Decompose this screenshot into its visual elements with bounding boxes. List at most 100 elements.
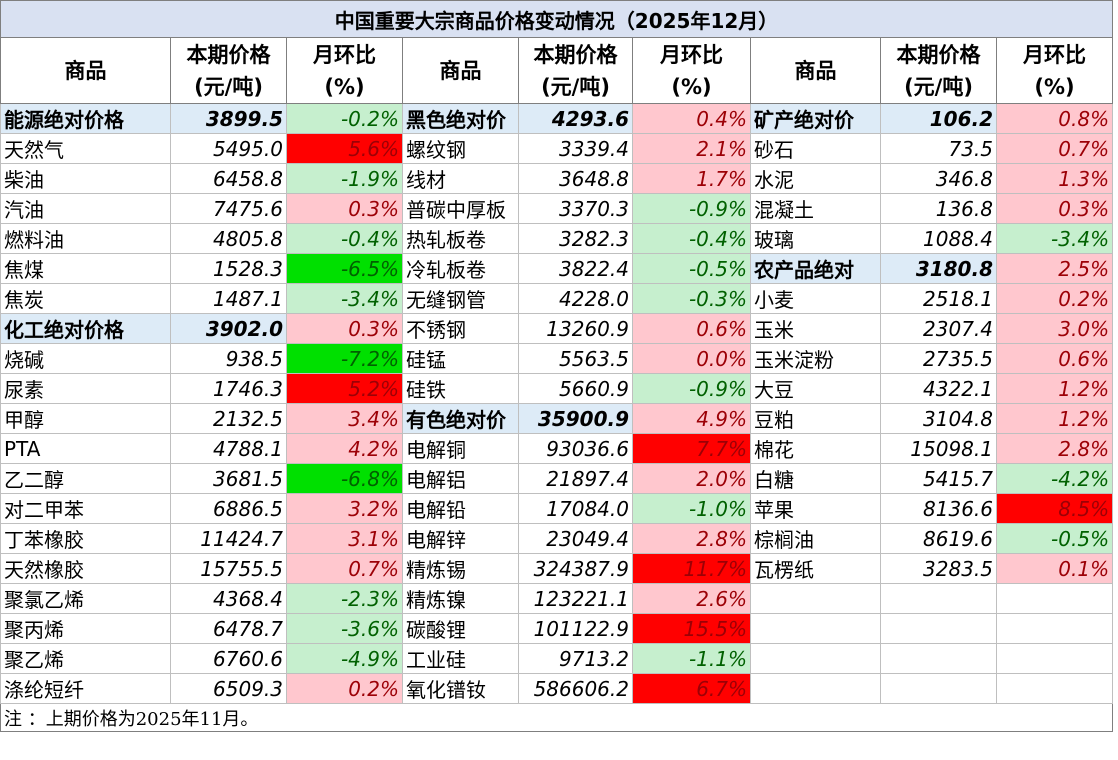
- commodity-name-cell: 天然气: [0, 133, 171, 164]
- price-cell: 1528.3: [170, 253, 287, 284]
- table-row: 对二甲苯 6886.5 3.2% 电解铅 17084.0 -1.0% 苹果 8136.6 8.5…: [0, 493, 1114, 524]
- table-row: 尿素 1746.3 5.2% 硅铁 5660.9 -0.9% 大豆 4322.1 1.2%: [0, 373, 1114, 404]
- commodity-name-cell: 苹果: [750, 493, 881, 524]
- header-change-cell: 月环比 (%): [632, 37, 751, 104]
- table-row: 烧碱 938.5 -7.2% 硅锰 5563.5 0.0% 玉米淀粉 2735.5 0.6%: [0, 343, 1114, 374]
- change-cell: -4.9%: [286, 643, 403, 674]
- table-row: 聚乙烯 6760.6 -4.9% 工业硅 9713.2 -1.1%: [0, 643, 1114, 674]
- change-cell: 0.2%: [995, 283, 1114, 314]
- change-cell: 0.8%: [995, 103, 1114, 134]
- commodity-name-cell: 热轧板卷: [402, 223, 519, 254]
- change-cell: 3.1%: [286, 523, 403, 554]
- price-cell: 2735.5: [880, 343, 997, 374]
- commodity-name-cell: 工业硅: [402, 643, 519, 674]
- table-row: 能源绝对价格 3899.5 -0.2% 黑色绝对价 4293.6 0.4% 矿产绝对价 106…: [0, 103, 1114, 134]
- change-cell: -0.9%: [632, 193, 751, 224]
- empty-cell: [995, 583, 1114, 614]
- header-change-cell: 月环比 (%): [995, 37, 1114, 104]
- price-cell: 3899.5: [170, 103, 287, 134]
- change-cell: -4.2%: [995, 463, 1114, 494]
- price-cell: 9713.2: [518, 643, 633, 674]
- price-cell: 11424.7: [170, 523, 287, 554]
- commodity-name-cell: 碳酸锂: [402, 613, 519, 644]
- price-cell: 8619.6: [880, 523, 997, 554]
- change-cell: 1.3%: [995, 163, 1114, 194]
- price-cell: 3339.4: [518, 133, 633, 164]
- price-cell: 5563.5: [518, 343, 633, 374]
- price-cell: 6509.3: [170, 673, 287, 704]
- table-row: 聚丙烯 6478.7 -3.6% 碳酸锂 101122.9 15.5%: [0, 613, 1114, 644]
- price-cell: 101122.9: [518, 613, 633, 644]
- price-cell: 21897.4: [518, 463, 633, 494]
- commodity-name-cell: 电解铅: [402, 493, 519, 524]
- change-cell: 5.6%: [286, 133, 403, 164]
- change-cell: 6.7%: [632, 673, 751, 704]
- commodity-name-cell: 精炼锡: [402, 553, 519, 584]
- commodity-name-cell: 硅锰: [402, 343, 519, 374]
- change-cell: 1.2%: [995, 373, 1114, 404]
- commodity-table: 中国重要大宗商品价格变动情况（2025年12月） 商品 本期价格 (元/吨) 月环比(…: [0, 0, 1114, 732]
- price-cell: 4805.8: [170, 223, 287, 254]
- price-cell: 6886.5: [170, 493, 287, 524]
- group-name-cell: 黑色绝对价: [402, 103, 519, 134]
- change-cell: 0.6%: [995, 343, 1114, 374]
- table-row: PTA 4788.1 4.2% 电解铜 93036.6 7.7% 棉花 15098.1 2.8%: [0, 433, 1114, 464]
- table-row: 聚氯乙烯 4368.4 -2.3% 精炼镍 123221.1 2.6%: [0, 583, 1114, 614]
- header-name-cell: 商品: [750, 37, 881, 104]
- header-change-cell: 月环比 (%): [286, 37, 403, 104]
- price-cell: 324387.9: [518, 553, 633, 584]
- change-cell: 0.7%: [286, 553, 403, 584]
- price-cell: 2307.4: [880, 313, 997, 344]
- price-cell: 23049.4: [518, 523, 633, 554]
- change-cell: 2.6%: [632, 583, 751, 614]
- change-cell: -0.2%: [286, 103, 403, 134]
- change-cell: 11.7%: [632, 553, 751, 584]
- change-cell: 4.2%: [286, 433, 403, 464]
- group-name-cell: 能源绝对价格: [0, 103, 171, 134]
- commodity-name-cell: 柴油: [0, 163, 171, 194]
- table-row: 涤纶短纤 6509.3 0.2% 氧化镨钕 586606.2 6.7%: [0, 673, 1114, 704]
- commodity-name-cell: 对二甲苯: [0, 493, 171, 524]
- group-name-cell: 农产品绝对: [750, 253, 881, 284]
- price-cell: 7475.6: [170, 193, 287, 224]
- price-cell: 2132.5: [170, 403, 287, 434]
- commodity-name-cell: 聚氯乙烯: [0, 583, 171, 614]
- table-row: 焦煤 1528.3 -6.5% 冷轧板卷 3822.4 -0.5% 农产品绝对 3180.8 2…: [0, 253, 1114, 284]
- commodity-name-cell: 玻璃: [750, 223, 881, 254]
- price-cell: 106.2: [880, 103, 997, 134]
- change-cell: 4.9%: [632, 403, 751, 434]
- change-cell: 0.7%: [995, 133, 1114, 164]
- price-cell: 6458.8: [170, 163, 287, 194]
- commodity-name-cell: 小麦: [750, 283, 881, 314]
- table-row: 天然气 5495.0 5.6% 螺纹钢 3339.4 2.1% 砂石 73.5 0.7%: [0, 133, 1114, 164]
- commodity-name-cell: 玉米淀粉: [750, 343, 881, 374]
- price-cell: 35900.9: [518, 403, 633, 434]
- header-price-cell: 本期价格 (元/吨): [880, 37, 997, 104]
- price-cell: 3283.5: [880, 553, 997, 584]
- change-cell: 15.5%: [632, 613, 751, 644]
- commodity-name-cell: 丁苯橡胶: [0, 523, 171, 554]
- change-cell: 2.5%: [995, 253, 1114, 284]
- price-cell: 4293.6: [518, 103, 633, 134]
- change-cell: 0.3%: [286, 193, 403, 224]
- commodity-name-cell: 豆粕: [750, 403, 881, 434]
- commodity-name-cell: 天然橡胶: [0, 553, 171, 584]
- change-cell: 2.1%: [632, 133, 751, 164]
- change-cell: 0.0%: [632, 343, 751, 374]
- change-cell: 1.2%: [995, 403, 1114, 434]
- price-cell: 3282.3: [518, 223, 633, 254]
- price-cell: 586606.2: [518, 673, 633, 704]
- change-cell: 5.2%: [286, 373, 403, 404]
- commodity-name-cell: 电解铜: [402, 433, 519, 464]
- change-cell: -0.4%: [286, 223, 403, 254]
- price-cell: 1746.3: [170, 373, 287, 404]
- commodity-name-cell: 无缝钢管: [402, 283, 519, 314]
- commodity-name-cell: 精炼镍: [402, 583, 519, 614]
- commodity-name-cell: 汽油: [0, 193, 171, 224]
- change-cell: -7.2%: [286, 343, 403, 374]
- commodity-price-sheet: 中国重要大宗商品价格变动情况（2025年12月） 商品 本期价格 (元/吨) 月环比(…: [0, 0, 1114, 732]
- empty-cell: [880, 643, 997, 674]
- empty-cell: [750, 613, 881, 644]
- change-cell: -0.5%: [995, 523, 1114, 554]
- table-row: 乙二醇 3681.5 -6.8% 电解铝 21897.4 2.0% 白糖 5415.7 -4.2…: [0, 463, 1114, 494]
